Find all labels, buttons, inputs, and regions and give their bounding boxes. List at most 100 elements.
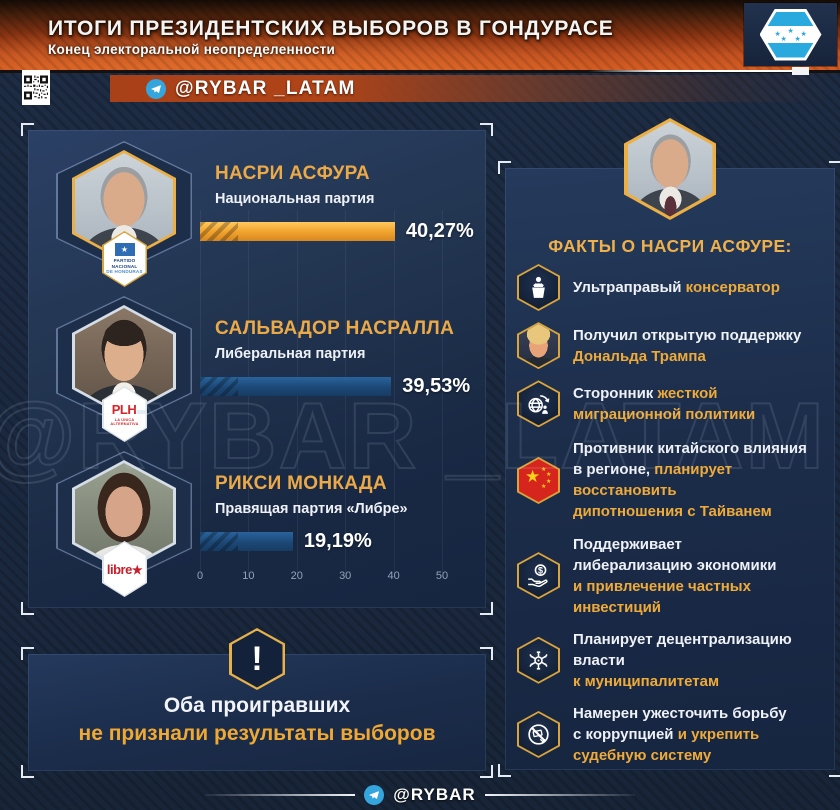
china-star-small: ★ <box>541 466 547 473</box>
party-badge-label: DE HONDURAS <box>106 269 143 275</box>
fact-icon-hexagon <box>517 636 560 684</box>
fact-item: ★ ★ ★ ★ ★ Противник китайского влияния в регио… <box>517 438 825 522</box>
party-badge-sublabel: LA ÚNICA ALTERNATIVA <box>110 418 139 426</box>
decentralization-icon <box>519 638 558 682</box>
fact-segment: и привлечение частных инвестиций <box>573 577 751 616</box>
fact-segment: Намерен ужесточить борьбу <box>573 704 787 722</box>
fact-line: Планирует децентрализацию власти <box>573 629 825 671</box>
facts-panel <box>498 161 840 777</box>
telegram-icon <box>146 78 166 99</box>
party-badge: PLH LA ÚNICA ALTERNATIVA <box>103 387 146 441</box>
corner-bracket <box>829 764 840 777</box>
candidate-party: Национальная партия <box>215 191 375 207</box>
fact-segment: дипотношения с Тайванем <box>573 503 772 521</box>
fact-segment: миграционной политики <box>573 405 756 423</box>
fact-text: Ультраправый консерватор <box>573 277 780 298</box>
header-banner: ИТОГИ ПРЕЗИДЕНТСКИХ ВЫБОРОВ В ГОНДУРАСЕ … <box>0 0 840 70</box>
header-divider-knob <box>792 67 809 75</box>
trump-portrait <box>519 324 558 368</box>
fact-text: Планирует децентрализацию власти к муници… <box>573 629 825 692</box>
candidate-name: РИКСИ МОНКАДА <box>215 473 387 494</box>
fact-segment: и укрепить <box>677 725 760 743</box>
axis-tick-label: 40 <box>387 570 400 582</box>
fact-line: с коррупцией и укрепить <box>573 724 787 745</box>
honduras-logo-card: ★ ★ ★ ★ ★ <box>744 3 837 66</box>
fact-line: миграционной политики <box>573 404 755 425</box>
header-divider <box>0 70 840 73</box>
star-icon: ★ <box>131 562 143 577</box>
footer-handle[interactable]: @RYBAR <box>393 785 476 804</box>
corner-bracket <box>21 602 34 615</box>
candidate-row: PLH LA ÚNICA ALTERNATIVA САЛЬВАДОР НАСРАЛЛ… <box>28 296 486 451</box>
fact-item: Получил открытую поддержку Дональда Трамп… <box>517 322 825 370</box>
exclamation-hexagon-icon: ! <box>229 628 285 690</box>
corner-bracket <box>480 602 493 615</box>
candidate-party: Правящая партия «Либре» <box>215 501 408 517</box>
china-flag-icon: ★ ★ ★ ★ ★ <box>519 458 558 502</box>
fact-text: Поддерживает либерализацию экономики и при… <box>573 534 825 618</box>
fact-icon-hexagon: $ <box>517 552 560 600</box>
result-value: 39,53% <box>402 374 471 397</box>
candidate-photo-stack: ★ PARTIDO NACIONAL DE HONDURAS <box>56 141 192 291</box>
party-badge-label: PLH <box>111 402 137 417</box>
axis-tick-label: 50 <box>435 570 449 582</box>
fact-segment: с коррупцией <box>573 725 678 743</box>
fact-line: дипотношения с Тайванем <box>573 501 825 522</box>
china-star-small: ★ <box>546 478 552 485</box>
party-badge: libre★ <box>103 542 146 596</box>
fact-segment: либерализацию экономики <box>573 556 777 574</box>
grid-line <box>442 210 443 577</box>
anti-corruption-icon <box>519 712 558 756</box>
party-flag-icon: ★ <box>114 243 135 257</box>
candidate-photo-stack: PLH LA ÚNICA ALTERNATIVA <box>56 296 192 446</box>
fact-line: Получил открытую поддержку <box>573 325 801 346</box>
svg-text:$: $ <box>538 565 543 575</box>
fact-line: Дональда Трампа <box>573 346 801 367</box>
fact-line: Намерен ужесточить борьбу <box>573 703 787 724</box>
fact-segment: Ультраправый <box>573 279 686 296</box>
header-divider-highlight <box>588 70 794 72</box>
corner-bracket <box>21 765 34 778</box>
china-star-small: ★ <box>546 471 552 478</box>
axis-tick-label: 30 <box>339 570 352 582</box>
fact-segment: Дональда Трампа <box>573 347 706 365</box>
fact-line: к муниципалитетам <box>573 671 825 692</box>
corner-bracket <box>480 123 493 136</box>
fact-icon-hexagon <box>517 322 560 370</box>
fact-line: Поддерживает <box>573 534 825 555</box>
fact-segment: Поддерживает <box>573 535 682 553</box>
corner-bracket <box>829 161 840 174</box>
fact-text: Противник китайского влияния в регионе, п… <box>573 438 825 522</box>
result-value: 40,27% <box>405 219 474 242</box>
china-star: ★ <box>525 466 541 486</box>
fact-item: $ Поддерживает либерализацию экономики и пр… <box>517 534 825 618</box>
fact-item: Сторонник жесткой миграционной политики <box>517 380 825 428</box>
fact-segment: Сторонник <box>573 384 658 402</box>
grid-line <box>393 210 395 577</box>
page-subtitle: Конец электоральной неопределенности <box>48 42 336 57</box>
corner-bracket <box>21 123 34 136</box>
corner-bracket <box>21 647 34 660</box>
telegram-channel-bar[interactable]: @RYBAR _LATAM <box>110 75 830 102</box>
fact-item: Планирует децентрализацию власти к муници… <box>517 629 825 692</box>
fact-item: Намерен ужесточить борьбу с коррупцией и … <box>517 703 825 766</box>
warning-box: ! Оба проигравших не признали результаты… <box>21 628 493 778</box>
candidate-party: Либеральная партия <box>215 346 366 362</box>
party-badge: ★ PARTIDO NACIONAL DE HONDURAS <box>103 232 146 286</box>
fact-item: Ультраправый консерватор <box>517 264 825 311</box>
corner-bracket <box>480 765 493 778</box>
fact-segment: судебную систему <box>573 746 712 764</box>
fact-segment: Планирует децентрализацию власти <box>573 630 792 669</box>
footer-line-right <box>484 794 635 796</box>
fact-icon-hexagon <box>517 710 560 758</box>
fact-line: Сторонник жесткой <box>573 383 755 404</box>
fact-text: Намерен ужесточить борьбу с коррупцией и … <box>573 703 787 766</box>
fact-segment: Противник китайского влияния <box>573 440 807 458</box>
party-badge-label: PARTIDO <box>113 258 136 264</box>
fact-line: и привлечение частных инвестиций <box>573 576 825 618</box>
corner-bracket <box>498 161 511 174</box>
axis-tick-label: 10 <box>242 570 255 582</box>
result-bar <box>200 221 395 241</box>
honduras-flag-hexagon-icon: ★ ★ ★ ★ ★ <box>759 8 822 61</box>
